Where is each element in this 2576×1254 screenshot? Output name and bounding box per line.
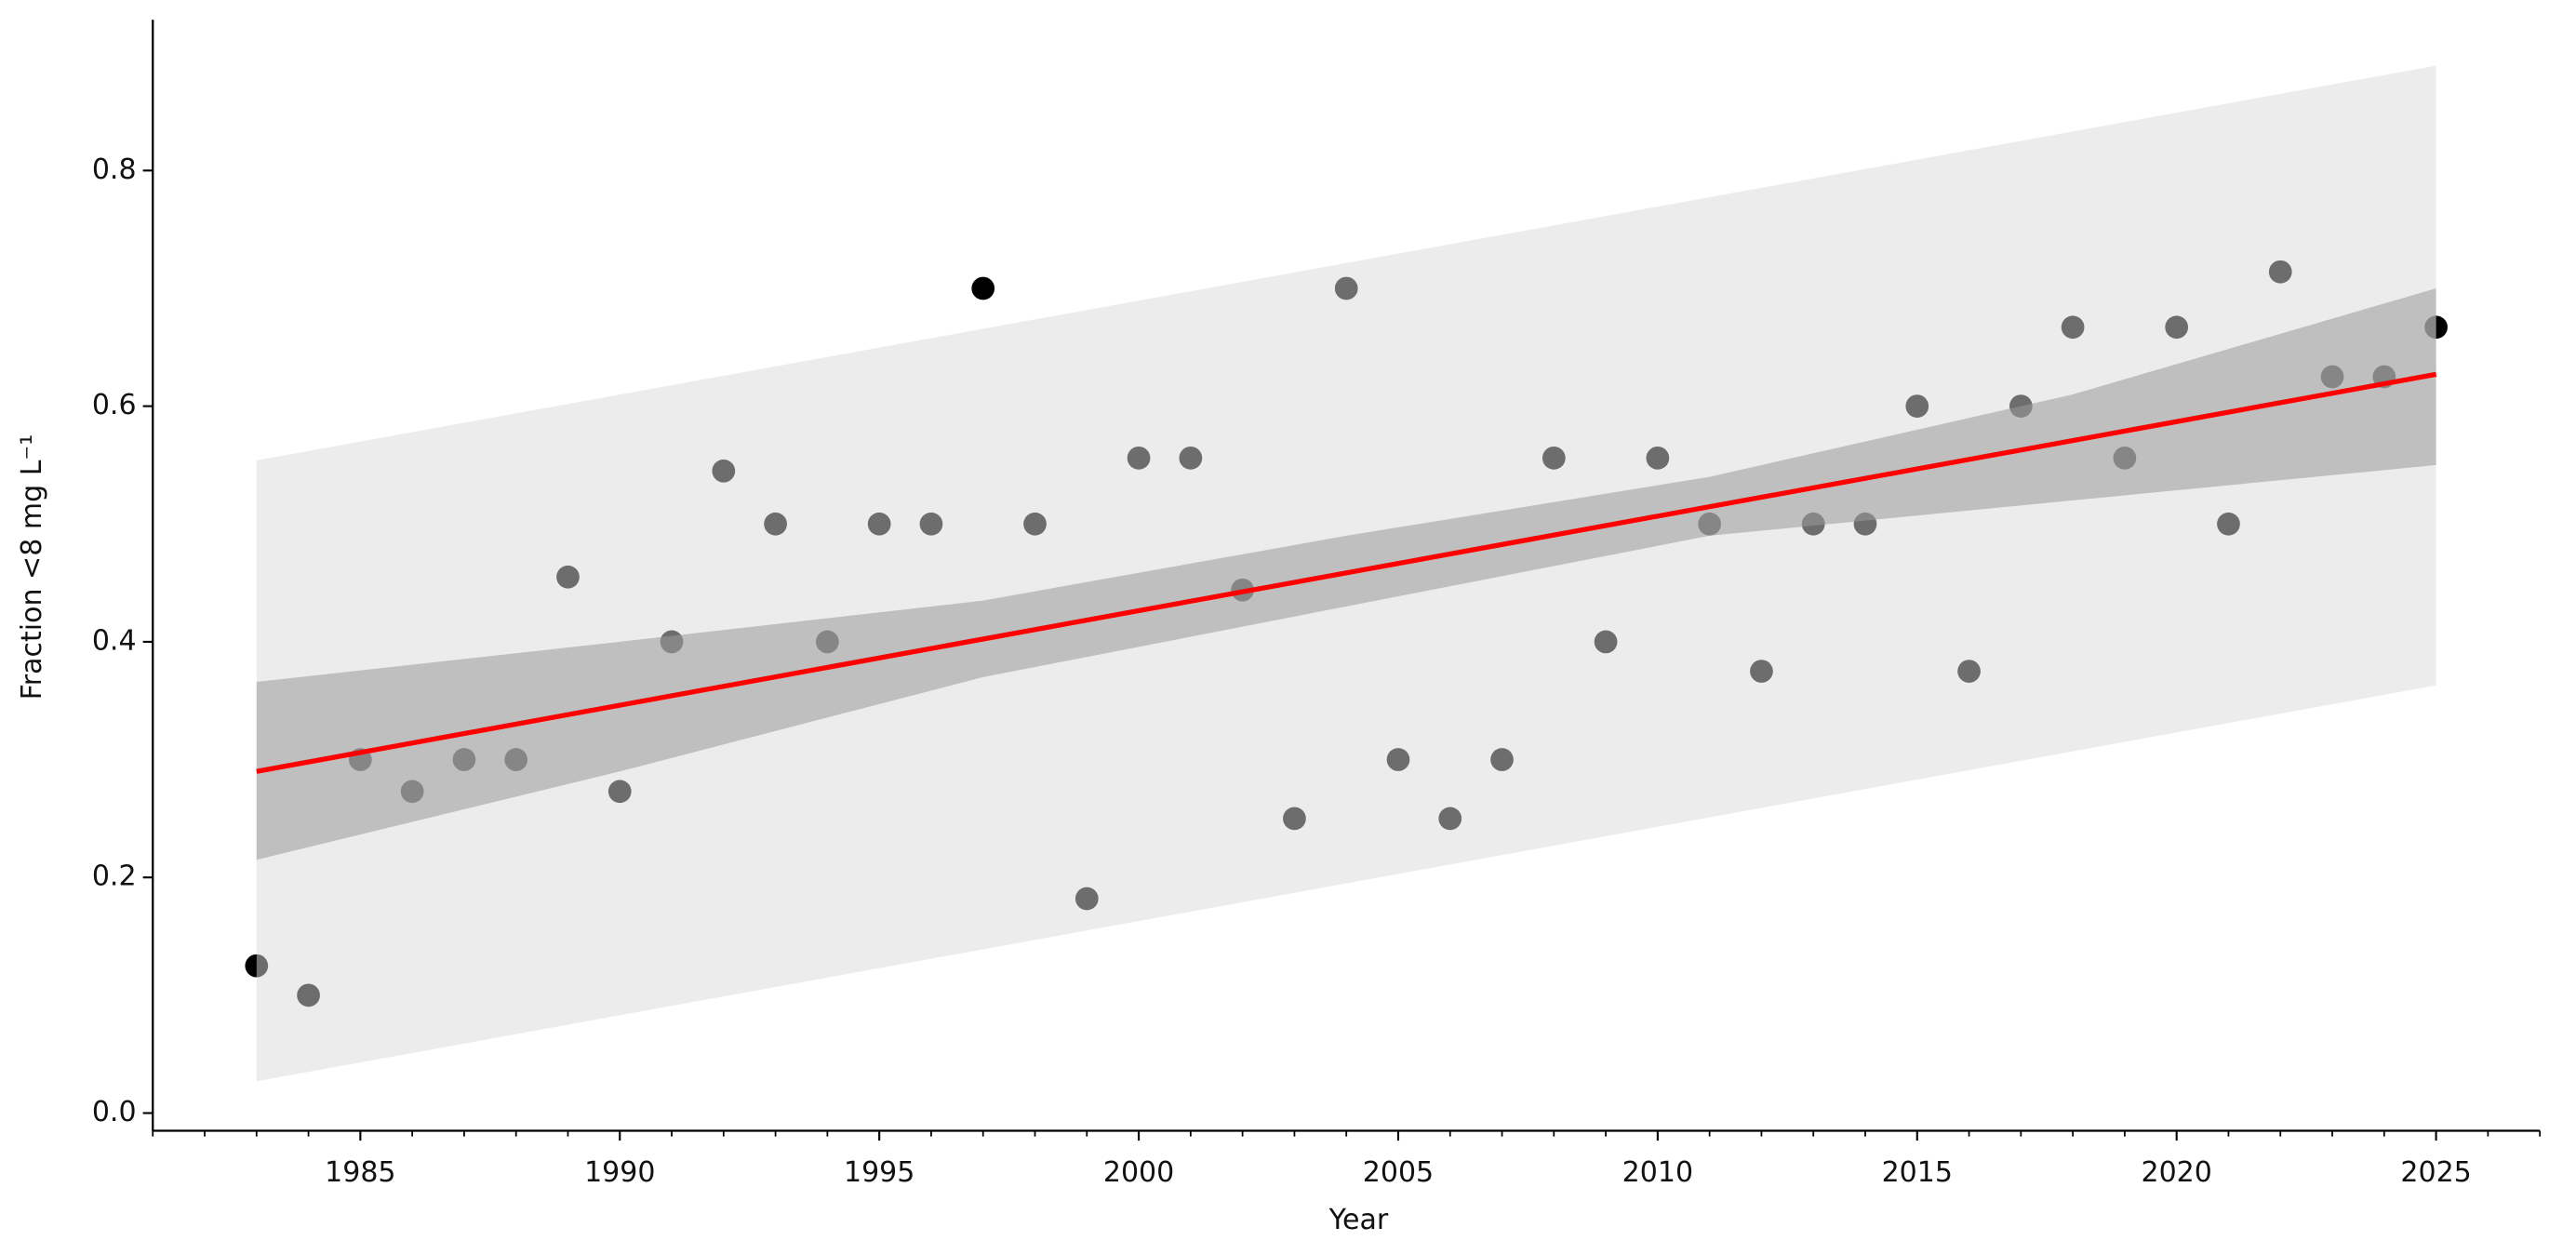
x-axis-label: Year <box>1328 1204 1389 1236</box>
x-tick-label: 2005 <box>1363 1156 1434 1189</box>
y-tick-label: 0.6 <box>92 389 137 421</box>
y-tick-label: 0.2 <box>92 860 137 893</box>
y-tick-label: 0.4 <box>92 624 137 657</box>
data-point <box>971 276 995 300</box>
x-tick-label: 2020 <box>2141 1156 2211 1189</box>
x-tick-label: 2000 <box>1103 1156 1174 1189</box>
x-tick-label: 2015 <box>1882 1156 1953 1189</box>
y-axis-label: Fraction <8 mg L⁻¹ <box>16 434 48 700</box>
y-tick-label: 0.0 <box>92 1096 137 1128</box>
x-tick-label: 1990 <box>584 1156 655 1189</box>
x-tick-label: 1985 <box>325 1156 395 1189</box>
x-tick-label: 1995 <box>844 1156 914 1189</box>
x-tick-label: 2010 <box>1622 1156 1693 1189</box>
x-tick-label: 2025 <box>2400 1156 2471 1189</box>
y-tick-label: 0.8 <box>92 153 137 186</box>
fit-line <box>256 371 2437 774</box>
